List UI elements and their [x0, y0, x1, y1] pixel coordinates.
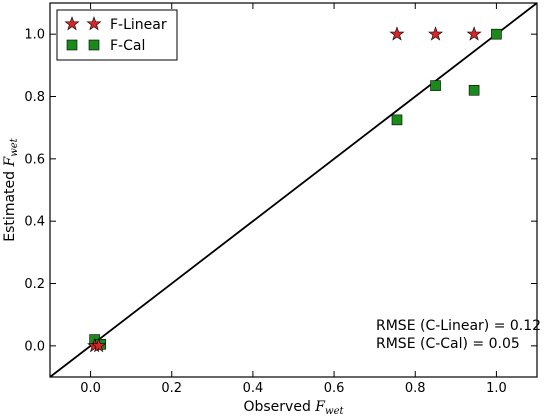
legend: F-Linear F-Cal [56, 9, 178, 61]
star-point [389, 26, 405, 41]
x-tick-label: 1.0 [486, 381, 507, 396]
legend-box [56, 9, 178, 61]
square-point [430, 80, 441, 91]
x-axis-label-math: F [314, 399, 326, 415]
x-axis-label: Observed Fwet [243, 399, 344, 417]
star-point [466, 26, 482, 41]
rmse-linear-annotation: RMSE (C-Linear) = 0.12 [376, 318, 541, 334]
y-tick-label: 0.6 [24, 152, 45, 167]
x-tick-label: 0.4 [243, 381, 264, 396]
y-tick-label: 0.8 [24, 90, 45, 105]
y-axis-label: Estimated Fwet [2, 137, 20, 241]
y-tick-label: 0.4 [24, 215, 45, 230]
axis-ticks: 0.0 0.2 0.4 0.6 0.8 1.0 0.0 0.2 0.4 0.6 0.8 1.0 [24, 3, 537, 396]
x-axis-label-subscript: wet [325, 406, 344, 417]
plot-content [49, 2, 538, 378]
square-point [391, 114, 403, 126]
legend-entry: F-Linear [64, 16, 167, 33]
x-axis-label-text: Observed [243, 399, 315, 415]
legend-entry: F-Cal [66, 38, 145, 54]
y-axis-label-math: F [2, 156, 18, 168]
star-point [91, 337, 107, 353]
legend-label: F-Cal [110, 38, 145, 54]
y-tick-label: 0.0 [24, 339, 45, 354]
legend-star-marker [86, 16, 102, 31]
rmse-annotations: RMSE (C-Linear) = 0.12 RMSE (C-Cal) = 0.… [376, 318, 541, 352]
y-axis-label-subscript: wet [9, 137, 20, 156]
legend-square-marker [66, 39, 78, 51]
rmse-cal-annotation: RMSE (C-Cal) = 0.05 [376, 336, 520, 352]
legend-square-marker [88, 39, 100, 51]
star-point [428, 26, 444, 41]
x-tick-label: 0.6 [324, 381, 345, 396]
y-tick-label: 0.2 [24, 277, 45, 292]
y-tick-label: 1.0 [24, 28, 45, 43]
y-axis-label-text: Estimated [2, 167, 18, 242]
legend-label: F-Linear [110, 17, 167, 33]
x-tick-label: 0.0 [80, 381, 101, 396]
x-tick-label: 0.2 [161, 381, 182, 396]
legend-star-marker [64, 16, 80, 31]
one-to-one-line [49, 2, 538, 378]
plot-frame [49, 2, 538, 378]
square-point [491, 28, 502, 40]
series-f-linear [87, 26, 482, 353]
x-tick-label: 0.8 [405, 381, 426, 396]
legend-items: F-Linear F-Cal [64, 16, 167, 54]
square-point [468, 84, 480, 96]
